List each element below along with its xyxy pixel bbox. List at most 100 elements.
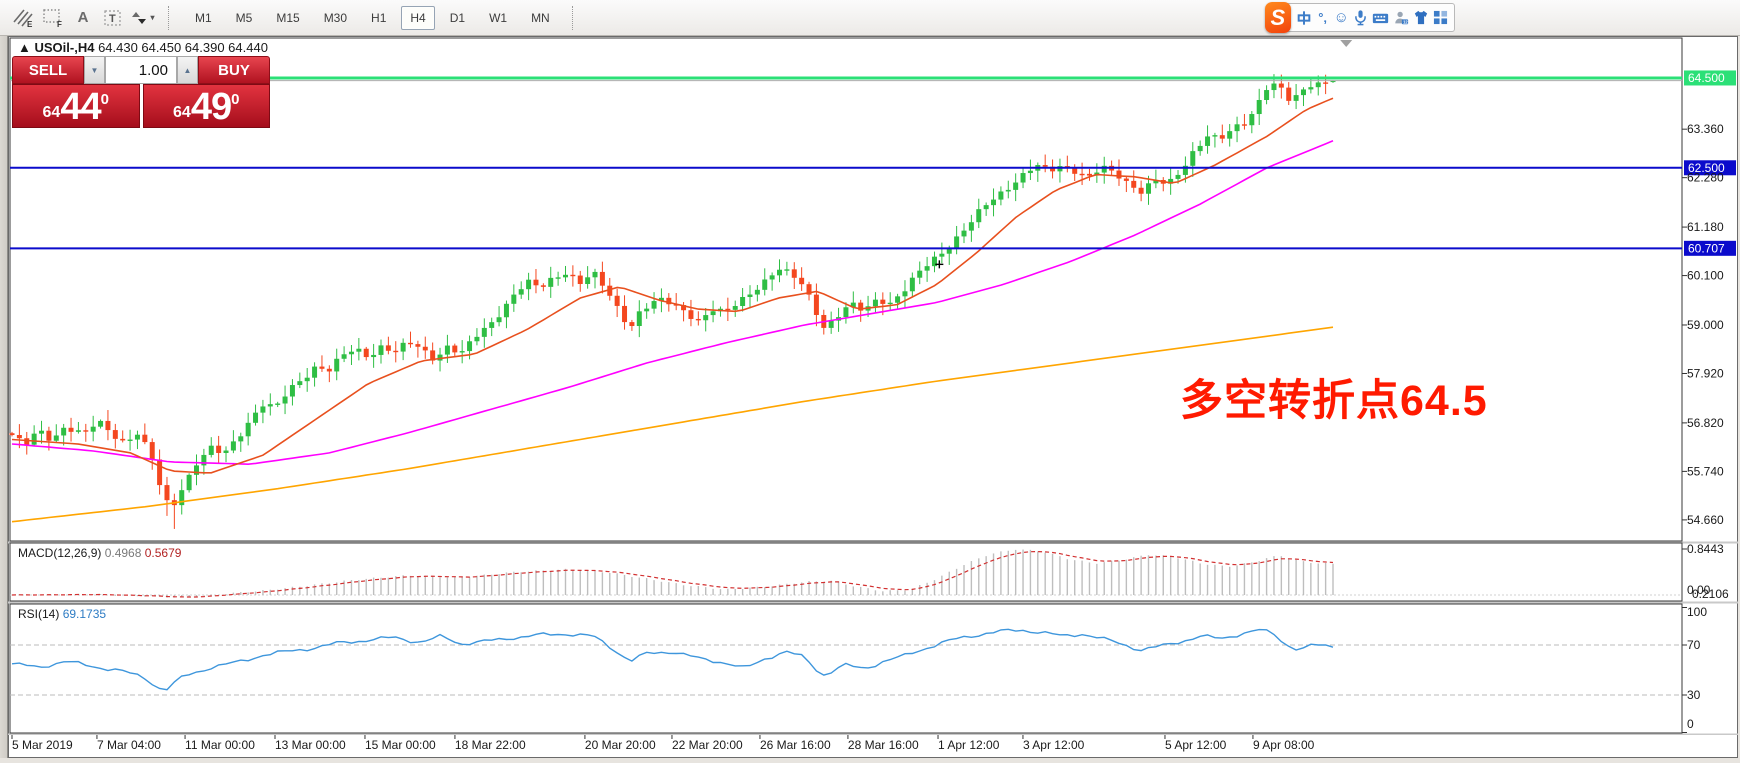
candle-body bbox=[585, 277, 591, 285]
candle-body bbox=[496, 317, 502, 323]
candle-body bbox=[555, 277, 561, 279]
chart-canvas[interactable]: 64.500 62.500 60.707 63.360 62.280 61.180 60.1… bbox=[8, 36, 1738, 758]
chart-title: ▲ USOil-,H4 64.430 64.450 64.390 64.440 bbox=[18, 40, 268, 55]
sell-button[interactable]: SELL bbox=[12, 56, 84, 84]
text-box-button[interactable]: T bbox=[100, 5, 126, 31]
timeframe-group: M1 M5 M15 M30 H1 H4 D1 W1 MN bbox=[183, 5, 562, 30]
svg-text:12: 12 bbox=[1403, 19, 1408, 24]
timeframe-button-H4[interactable]: H4 bbox=[401, 5, 435, 30]
voice-input-icon[interactable] bbox=[1353, 9, 1368, 27]
timeframe-button-W1[interactable]: W1 bbox=[489, 10, 508, 25]
candle-body bbox=[334, 358, 340, 372]
drawing-tool-e-icon[interactable]: E bbox=[10, 5, 36, 31]
skin-icon[interactable] bbox=[1413, 9, 1429, 27]
candle-body bbox=[75, 430, 81, 432]
sell-price-display[interactable]: 64 44 0 bbox=[12, 84, 140, 128]
candle-body bbox=[754, 289, 760, 295]
volume-decrease-button[interactable]: ▼ bbox=[84, 56, 105, 84]
macd-pane-border bbox=[9, 542, 1683, 602]
chinese-mode-icon[interactable] bbox=[1296, 9, 1312, 27]
candle-body bbox=[90, 426, 96, 432]
candle-body bbox=[592, 271, 598, 278]
svg-text:T: T bbox=[109, 13, 116, 25]
macd-label: MACD(12,26,9) 0.4968 0.5679 bbox=[18, 546, 182, 560]
candle-body bbox=[673, 304, 679, 306]
buy-button[interactable]: BUY bbox=[198, 56, 270, 84]
candle-body bbox=[267, 404, 273, 407]
volume-input[interactable]: 1.00 bbox=[105, 56, 177, 84]
date-label: 3 Apr 12:00 bbox=[1023, 738, 1085, 752]
sogou-logo[interactable]: S bbox=[1265, 2, 1291, 33]
timeframe-button-MN[interactable]: MN bbox=[531, 10, 550, 25]
rsi-scale-label: 70 bbox=[1687, 638, 1701, 652]
candle-body bbox=[98, 420, 104, 427]
candle-body bbox=[378, 345, 384, 355]
date-label: 22 Mar 20:00 bbox=[672, 738, 743, 752]
candle-body bbox=[976, 209, 982, 223]
chart-annotation-text: 多空转折点64.5 bbox=[1180, 377, 1488, 425]
candle-body bbox=[1271, 83, 1277, 91]
punctuation-icon[interactable]: °‚ bbox=[1318, 10, 1328, 25]
pane-separator bbox=[8, 733, 1738, 735]
dropdown-caret-icon: ▾ bbox=[150, 13, 155, 22]
ma-slow-line bbox=[11, 326, 1334, 523]
handwriting-user-icon[interactable]: 12 bbox=[1393, 9, 1409, 27]
candle-body bbox=[1190, 151, 1196, 166]
date-label: 15 Mar 00:00 bbox=[365, 738, 436, 752]
candle-body bbox=[983, 205, 989, 210]
candle-body bbox=[1013, 182, 1019, 190]
candle-body bbox=[408, 342, 414, 345]
buy-price-display[interactable]: 64 49 0 bbox=[142, 84, 270, 129]
one-click-trading-panel: SELL ▼ 1.00 ▲ BUY 64 44 0 64 49 0 bbox=[12, 56, 270, 128]
candle-body bbox=[688, 310, 694, 319]
timeframe-button-M1[interactable]: M1 bbox=[195, 10, 212, 25]
candle-body bbox=[489, 322, 495, 328]
candle-body bbox=[127, 439, 133, 441]
candle-body bbox=[1079, 173, 1085, 176]
date-label: 9 Apr 08:00 bbox=[1253, 738, 1315, 752]
keyboard-icon[interactable] bbox=[1372, 9, 1389, 27]
price-badge-64.500 bbox=[1684, 70, 1736, 86]
ime-toolbar: S °‚ ☺ 12 bbox=[1265, 2, 1455, 33]
pane-separator bbox=[8, 601, 1738, 604]
candle-body bbox=[747, 294, 753, 298]
candle-body bbox=[902, 291, 908, 297]
candle-body bbox=[31, 433, 37, 445]
emoji-icon[interactable]: ☺ bbox=[1333, 9, 1349, 26]
candle-body bbox=[112, 430, 118, 439]
candle-body bbox=[459, 351, 465, 353]
candle-body bbox=[777, 269, 783, 276]
candle-body bbox=[304, 377, 310, 382]
buy-price-big: 49 bbox=[190, 86, 232, 129]
timeframe-button-M30[interactable]: M30 bbox=[323, 10, 348, 25]
date-label: 11 Mar 00:00 bbox=[185, 738, 255, 752]
timeframe-button-M15[interactable]: M15 bbox=[276, 10, 300, 25]
date-label: 18 Mar 22:00 bbox=[455, 738, 526, 752]
candle-body bbox=[356, 348, 362, 352]
candle-body bbox=[548, 277, 554, 287]
sort-arrows-button[interactable]: ▾ bbox=[130, 5, 156, 31]
candle-body bbox=[1027, 170, 1033, 174]
timeframe-button-M5[interactable]: M5 bbox=[235, 10, 253, 25]
ma-mid-line bbox=[11, 140, 1334, 466]
candle-body bbox=[503, 303, 509, 318]
timeframe-button-H1[interactable]: H1 bbox=[371, 10, 387, 25]
candle-body bbox=[385, 345, 391, 351]
candle-body bbox=[245, 422, 251, 437]
candle-body bbox=[61, 427, 67, 436]
candle-body bbox=[400, 342, 406, 352]
volume-increase-button[interactable]: ▲ bbox=[177, 56, 198, 84]
rsi-scale-label: 100 bbox=[1687, 605, 1707, 619]
text-label-button[interactable]: A bbox=[77, 9, 89, 26]
drawing-tool-f-icon[interactable]: F bbox=[40, 5, 66, 31]
price-tick-label: 62.280 bbox=[1687, 171, 1724, 185]
toolbox-icon[interactable] bbox=[1433, 9, 1448, 27]
candle-body bbox=[850, 302, 856, 308]
chart-window: 64.500 62.500 60.707 63.360 62.280 61.180 60.1… bbox=[8, 36, 1738, 758]
price-tick-label: 61.180 bbox=[1687, 220, 1724, 234]
price-tick-label: 57.920 bbox=[1687, 366, 1724, 380]
candle-body bbox=[1050, 166, 1056, 172]
candle-body bbox=[120, 438, 126, 441]
candle-body bbox=[1323, 82, 1329, 84]
timeframe-button-D1[interactable]: D1 bbox=[449, 10, 466, 25]
